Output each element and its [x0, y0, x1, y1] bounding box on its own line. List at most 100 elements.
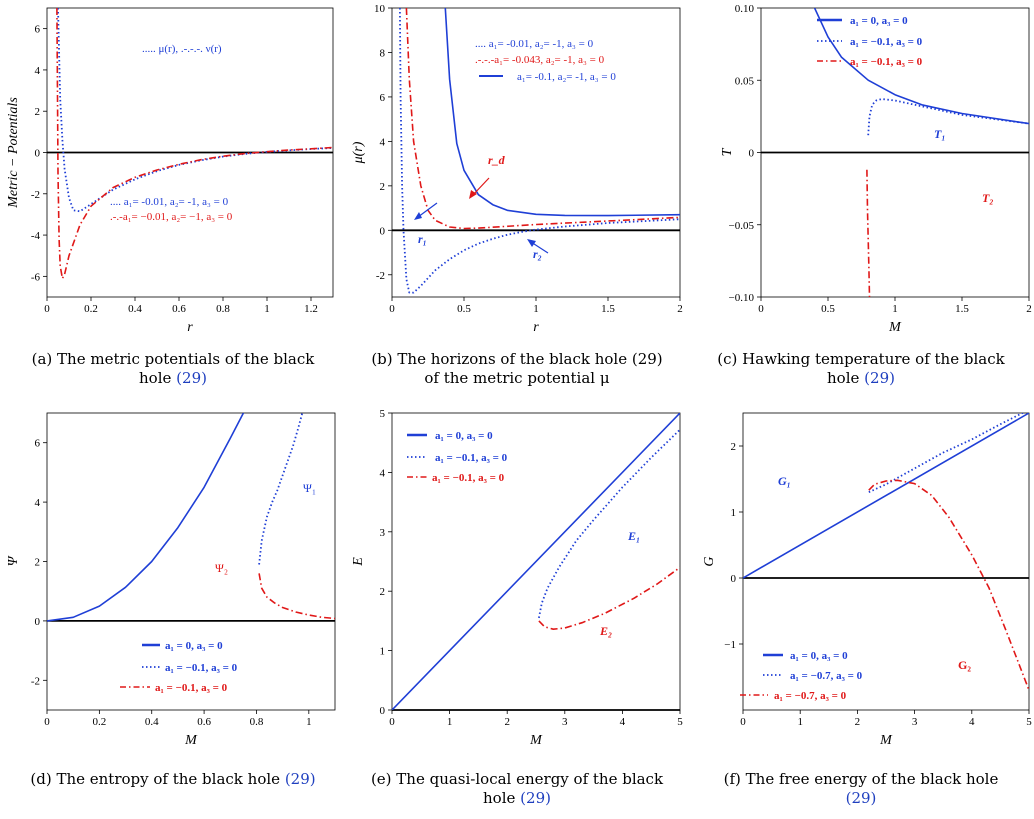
caption-a: (a) The metric potentials of the black h…: [18, 350, 328, 388]
x-tick-label: 1: [447, 716, 453, 728]
legend-line-2: a₁ = −0.1, a₃ = 0: [435, 452, 508, 464]
plot-area: 0 1 2 3 4 5 0 1 2 3 4 5 M E: [351, 408, 683, 748]
y-axis-label: T: [720, 147, 735, 156]
plot-area: 0 0.2 0.4 0.6 0.8 1 -2 0 2 4 6 M Ψ: [6, 412, 336, 748]
caption-ref[interactable]: (29): [520, 789, 551, 807]
y-axis-label: E: [351, 557, 366, 567]
caption-text: (b) The horizons of the black hole (29) …: [371, 350, 663, 387]
annotation-rd: r_d: [488, 153, 506, 167]
y-tick-label: −0.10: [729, 292, 755, 304]
y-tick-label: 6: [380, 92, 386, 104]
annotation-G2: G₂: [958, 658, 971, 672]
annotation-psi2: Ψ₂: [215, 561, 228, 575]
x-tick-label: 0.5: [457, 303, 471, 315]
x-tick-label: 1: [533, 303, 539, 315]
x-tick-label: 0.6: [197, 716, 211, 728]
x-tick-label: 0.5: [821, 303, 835, 315]
legend-line-1: a₁ = 0, a₃ = 0: [435, 430, 493, 442]
x-tick-label: 0.4: [145, 716, 159, 728]
series-line: [868, 479, 1029, 691]
series-line: [868, 413, 1025, 494]
y-tick-label: 1: [380, 646, 386, 658]
caption-ref[interactable]: (29): [864, 369, 895, 387]
caption-ref[interactable]: (29): [845, 789, 877, 807]
y-tick-label: −0.05: [729, 220, 755, 232]
x-tick-label: 2: [1026, 303, 1032, 315]
x-tick-label: 1: [264, 303, 270, 315]
y-tick-label: 0.10: [735, 3, 755, 15]
x-tick-label: 2: [855, 716, 861, 728]
y-tick-label: 0: [380, 225, 386, 237]
chart-entropy: 0 0.2 0.4 0.6 0.8 1 -2 0 2 4 6 M Ψ Ψ₁ Ψ₂ a₁ = 0, a₃ …: [6, 412, 336, 748]
y-tick-label: 2: [35, 106, 41, 118]
chart-quasi-local-energy: 0 1 2 3 4 5 0 1 2 3 4 5 M E a₁ = 0, a₃ = 0 a₁ = −0.1,…: [351, 408, 683, 748]
legend-line-2: .-.-.-a₁= -0.043, a₂= -1, a₃ = 0: [475, 54, 605, 66]
y-axis-label: Metric − Potentials: [6, 97, 21, 209]
series-line: [538, 428, 680, 619]
caption-f: (f) The free energy of the black hole (2…: [706, 770, 1016, 808]
caption-ref[interactable]: (29): [284, 770, 316, 788]
legend-line-2: .-.-a₁= −0.01, a₂= −1, a₃ = 0: [110, 211, 233, 223]
legend-line-3: a₁ = −0.1, a₃ = 0: [155, 682, 228, 694]
y-tick-label: 6: [35, 438, 41, 450]
legend-line-3: a₁ = −0.7, a₃ = 0: [774, 690, 847, 702]
chart-horizons: 0 0.5 1 1.5 2 -2 0 2 4 6 8 10 r μ(r) .... a₁= -0.01, …: [351, 3, 683, 335]
y-axis-label: μ(r): [351, 141, 366, 164]
legend-line-1: a₁ = 0, a₃ = 0: [850, 15, 908, 27]
legend-line-1: a₁ = 0, a₃ = 0: [790, 650, 848, 662]
y-tick-label: 3: [380, 527, 386, 539]
arrowhead-r1: [414, 212, 422, 220]
x-axis-label: M: [888, 320, 902, 335]
y-tick-label: 4: [35, 65, 41, 77]
y-axis-label: G: [702, 556, 717, 566]
y-tick-label: −1: [724, 639, 736, 651]
x-tick-label: 4: [620, 716, 626, 728]
y-tick-label: -2: [376, 270, 385, 282]
x-tick-label: 2: [504, 716, 510, 728]
caption-text: (e) The quasi-local energy of the black …: [370, 770, 664, 807]
series-line: [867, 98, 1029, 136]
y-tick-label: 2: [380, 586, 386, 598]
x-tick-label: 3: [562, 716, 568, 728]
legend-line-1: .... a₁= -0.01, a₂= -1, a₃ = 0: [475, 38, 594, 50]
x-tick-label: 0.2: [84, 303, 98, 315]
y-tick-label: 2: [380, 181, 386, 193]
x-axis-label: M: [879, 733, 893, 748]
x-tick-label: 0.2: [92, 716, 106, 728]
legend-line-1: a₁ = 0, a₃ = 0: [165, 640, 223, 652]
x-tick-label: 0.8: [250, 716, 264, 728]
caption-text: (f) The free energy of the black hole: [723, 770, 999, 788]
x-axis-label: M: [184, 733, 198, 748]
y-tick-label: 10: [374, 3, 386, 15]
series-line: [538, 566, 680, 630]
caption-b: (b) The horizons of the black hole (29) …: [362, 350, 672, 388]
y-tick-label: 0: [749, 148, 755, 160]
y-tick-label: 4: [380, 467, 386, 479]
x-tick-label: 0: [44, 303, 50, 315]
y-tick-label: 4: [380, 136, 386, 148]
caption-c: (c) Hawking temperature of the black hol…: [706, 350, 1016, 388]
annotation-r2: r₂: [533, 247, 542, 261]
legend-line-3: a₁= -0.1, a₂= -1, a₃ = 0: [517, 71, 616, 83]
x-axis-label: M: [529, 733, 543, 748]
arrow-r1: [417, 202, 438, 218]
series-line: [405, 8, 680, 230]
x-axis-label: r: [187, 320, 193, 335]
x-tick-label: 0: [389, 716, 395, 728]
x-tick-label: 0: [389, 303, 395, 315]
legend-line-2: a₁ = −0.1, a₃ = 0: [850, 36, 923, 48]
x-tick-label: 1.5: [955, 303, 969, 315]
legend-line-1: .... a₁= -0.01, a₂= -1, a₃ = 0: [110, 196, 229, 208]
x-axis-label: r: [533, 320, 539, 335]
y-tick-label: 6: [35, 24, 41, 36]
x-tick-label: 0: [758, 303, 764, 315]
y-tick-label: 0: [380, 705, 386, 717]
series-line: [743, 413, 1029, 579]
y-tick-label: 0: [35, 148, 41, 160]
legend-top: ..... μ(r), .-.-.-. ν(r): [142, 43, 222, 55]
x-tick-label: 2: [677, 303, 683, 315]
x-tick-label: 0: [740, 716, 746, 728]
y-tick-label: -2: [31, 189, 40, 201]
annotation-T1: T₁: [934, 127, 946, 141]
caption-ref[interactable]: (29): [176, 369, 207, 387]
